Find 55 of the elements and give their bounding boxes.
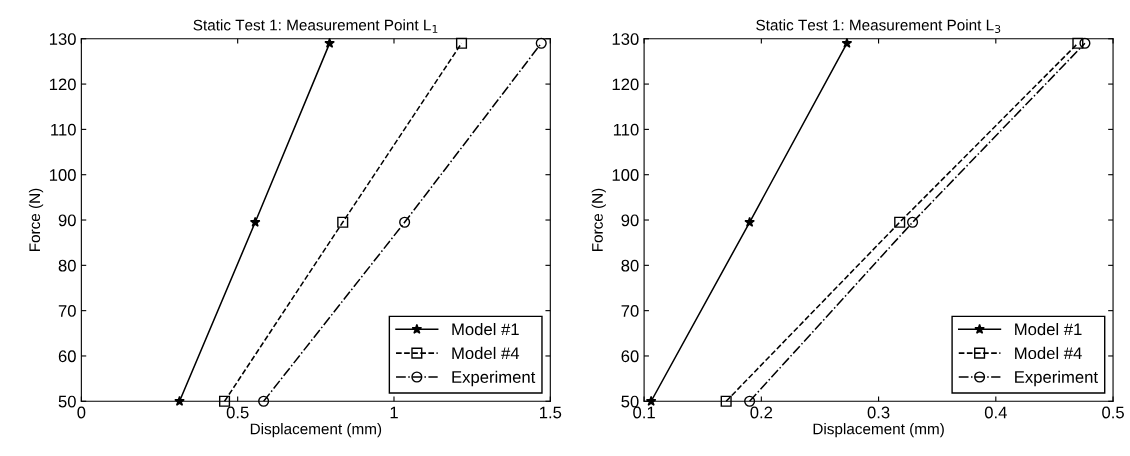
y-tick-label: 120 bbox=[49, 78, 76, 91]
y-tick-label: 100 bbox=[612, 169, 639, 181]
y-tick-label: 50 bbox=[621, 395, 639, 408]
y-tick-label: 70 bbox=[58, 305, 76, 317]
point bbox=[258, 395, 270, 407]
y-tick-label: 110 bbox=[613, 123, 639, 136]
legend-label: Model #1 bbox=[452, 323, 519, 336]
y-tick-label: 50 bbox=[58, 395, 76, 408]
y-tick-label: 80 bbox=[58, 259, 76, 272]
y-tick-label: 130 bbox=[49, 33, 76, 45]
point bbox=[1079, 37, 1091, 49]
point bbox=[218, 395, 231, 407]
legend-label: Model #4 bbox=[1015, 346, 1082, 360]
x-axis-title: Displacement (mm) bbox=[250, 423, 382, 438]
point bbox=[337, 216, 349, 228]
legend-label: Model #4 bbox=[452, 346, 520, 360]
x-tick-label: 0.5 bbox=[226, 406, 249, 419]
x-tick-label: 1.5 bbox=[540, 406, 562, 419]
x-tick-label: 0 bbox=[77, 406, 86, 419]
y-tick-label: 100 bbox=[49, 169, 76, 181]
point bbox=[907, 216, 919, 228]
x-tick-label: 0.4 bbox=[984, 406, 1007, 419]
point bbox=[1072, 37, 1084, 49]
point bbox=[249, 216, 261, 227]
x-axis-title: Displacement (mm) bbox=[813, 423, 944, 438]
chart-title: Static Test 1: Measurement Point L$_{3}$ bbox=[756, 19, 1001, 33]
y-tick-label: 120 bbox=[612, 78, 639, 91]
point bbox=[841, 37, 853, 48]
legend-label: Experiment bbox=[1015, 370, 1098, 387]
y-tick-label: 90 bbox=[58, 214, 76, 227]
point bbox=[744, 216, 755, 227]
y-tick-label: 80 bbox=[621, 259, 639, 272]
legend-label: Model #1 bbox=[1015, 323, 1082, 336]
point bbox=[399, 216, 411, 228]
y-tick-label: 60 bbox=[621, 350, 639, 363]
y-tick-label: 70 bbox=[621, 305, 639, 317]
x-tick-label: 0.3 bbox=[867, 406, 890, 419]
point bbox=[324, 37, 335, 48]
point bbox=[744, 395, 756, 407]
x-tick-label: 0.1 bbox=[633, 406, 655, 419]
legend-label: Experiment bbox=[452, 370, 536, 387]
point bbox=[894, 216, 906, 228]
y-axis-title: Force (N) bbox=[591, 188, 606, 252]
x-tick-label: 1 bbox=[390, 406, 398, 419]
x-tick-label: 0.5 bbox=[1102, 406, 1124, 419]
y-tick-label: 130 bbox=[612, 33, 639, 45]
y-tick-label: 90 bbox=[621, 214, 639, 227]
x-tick-label: 0.2 bbox=[750, 406, 773, 419]
point bbox=[720, 395, 732, 407]
y-tick-label: 60 bbox=[58, 350, 76, 363]
y-axis-title: Force (N) bbox=[28, 188, 44, 252]
y-tick-label: 110 bbox=[51, 123, 76, 136]
point bbox=[455, 37, 468, 49]
chart-title: Static Test 1: Measurement Point L$_{1}$ bbox=[193, 19, 438, 33]
point bbox=[535, 37, 547, 49]
